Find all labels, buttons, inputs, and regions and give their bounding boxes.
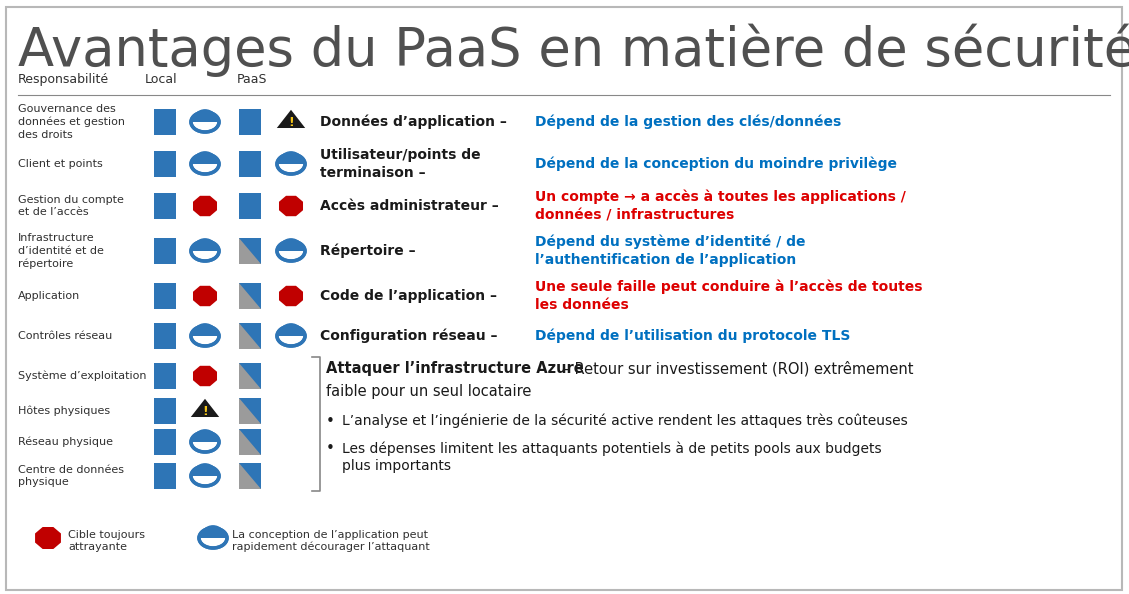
Text: Gouvernance des
données et gestion
des droits: Gouvernance des données et gestion des d… — [18, 104, 125, 140]
FancyBboxPatch shape — [154, 193, 176, 219]
Text: faible pour un seul locataire: faible pour un seul locataire — [326, 384, 532, 399]
Wedge shape — [192, 429, 218, 442]
FancyBboxPatch shape — [239, 109, 261, 135]
Wedge shape — [192, 323, 218, 336]
FancyBboxPatch shape — [154, 398, 176, 424]
Text: Un compte → a accès à toutes les applications /
données / infrastructures: Un compte → a accès à toutes les applica… — [535, 190, 905, 222]
Polygon shape — [239, 463, 261, 489]
Polygon shape — [239, 429, 261, 455]
Text: Code de l’application –: Code de l’application – — [320, 289, 497, 303]
Text: Utilisateur/points de
terminaison –: Utilisateur/points de terminaison – — [320, 148, 481, 180]
Polygon shape — [279, 286, 303, 307]
Text: •: • — [326, 414, 335, 429]
Wedge shape — [192, 238, 218, 251]
Ellipse shape — [191, 112, 219, 132]
FancyBboxPatch shape — [154, 283, 176, 309]
Polygon shape — [239, 283, 261, 309]
Ellipse shape — [191, 326, 219, 346]
Text: !: ! — [288, 116, 294, 129]
Ellipse shape — [277, 241, 305, 261]
Text: Dépend du système d’identité / de
l’authentification de l’application: Dépend du système d’identité / de l’auth… — [535, 235, 805, 267]
FancyBboxPatch shape — [239, 398, 261, 424]
FancyBboxPatch shape — [239, 151, 261, 177]
Text: Centre de données
physique: Centre de données physique — [18, 465, 124, 488]
FancyBboxPatch shape — [239, 463, 261, 489]
FancyBboxPatch shape — [154, 463, 176, 489]
Text: Local: Local — [145, 73, 177, 86]
Text: Dépend de la gestion des clés/données: Dépend de la gestion des clés/données — [535, 115, 841, 129]
Text: Hôtes physiques: Hôtes physiques — [18, 406, 111, 416]
Text: Données d’application –: Données d’application – — [320, 115, 507, 129]
Polygon shape — [277, 110, 305, 128]
Text: •: • — [326, 441, 335, 456]
Ellipse shape — [191, 432, 219, 452]
Polygon shape — [193, 196, 217, 216]
Ellipse shape — [191, 466, 219, 486]
Text: Application: Application — [18, 291, 80, 301]
Text: Dépend de l’utilisation du protocole TLS: Dépend de l’utilisation du protocole TLS — [535, 328, 850, 343]
FancyBboxPatch shape — [239, 238, 261, 264]
Polygon shape — [239, 363, 261, 389]
Ellipse shape — [199, 528, 227, 548]
Text: Répertoire –: Répertoire – — [320, 244, 415, 258]
Text: Responsabilité: Responsabilité — [18, 73, 110, 86]
FancyBboxPatch shape — [154, 151, 176, 177]
Wedge shape — [192, 151, 218, 164]
Text: Client et points: Client et points — [18, 159, 103, 169]
Polygon shape — [239, 398, 261, 424]
Wedge shape — [200, 525, 226, 538]
Ellipse shape — [277, 326, 305, 346]
Text: Cible toujours
attrayante: Cible toujours attrayante — [68, 530, 145, 552]
Wedge shape — [278, 238, 304, 251]
FancyBboxPatch shape — [239, 283, 261, 309]
Text: Gestion du compte
et de l’accès: Gestion du compte et de l’accès — [18, 195, 124, 217]
Text: Contrôles réseau: Contrôles réseau — [18, 331, 112, 341]
Text: Infrastructure
d’identité et de
répertoire: Infrastructure d’identité et de répertoi… — [18, 233, 104, 269]
Ellipse shape — [277, 154, 305, 174]
Polygon shape — [239, 238, 261, 264]
Wedge shape — [278, 151, 304, 164]
FancyBboxPatch shape — [154, 429, 176, 455]
Text: Accès administrateur –: Accès administrateur – — [320, 199, 499, 213]
FancyBboxPatch shape — [239, 363, 261, 389]
Text: La conception de l’application peut
rapidement décourager l’attaquant: La conception de l’application peut rapi… — [231, 530, 430, 552]
Ellipse shape — [191, 241, 219, 261]
Wedge shape — [278, 323, 304, 336]
Text: Une seule faille peut conduire à l’accès de toutes
les données: Une seule faille peut conduire à l’accès… — [535, 280, 922, 312]
Text: Réseau physique: Réseau physique — [18, 437, 113, 447]
Polygon shape — [239, 323, 261, 349]
FancyBboxPatch shape — [239, 193, 261, 219]
Text: !: ! — [202, 405, 208, 418]
FancyBboxPatch shape — [154, 323, 176, 349]
FancyBboxPatch shape — [239, 323, 261, 349]
Polygon shape — [193, 366, 217, 386]
Text: Dépend de la conception du moindre privilège: Dépend de la conception du moindre privi… — [535, 157, 898, 171]
Polygon shape — [191, 399, 219, 417]
Wedge shape — [192, 463, 218, 476]
Text: L’analyse et l’ingénierie de la sécurité active rendent les attaques très coûteu: L’analyse et l’ingénierie de la sécurité… — [342, 414, 908, 428]
Text: – Retour sur investissement (ROI) extrêmement: – Retour sur investissement (ROI) extrêm… — [558, 361, 913, 377]
FancyBboxPatch shape — [154, 363, 176, 389]
FancyBboxPatch shape — [154, 238, 176, 264]
Polygon shape — [279, 196, 303, 216]
Polygon shape — [193, 286, 217, 307]
Text: Configuration réseau –: Configuration réseau – — [320, 328, 498, 343]
Text: PaaS: PaaS — [237, 73, 268, 86]
Text: Système d’exploitation: Système d’exploitation — [18, 371, 147, 381]
Text: Attaquer l’infrastructure Azure: Attaquer l’infrastructure Azure — [326, 361, 584, 376]
Polygon shape — [35, 527, 61, 549]
Ellipse shape — [191, 154, 219, 174]
FancyBboxPatch shape — [239, 429, 261, 455]
Text: Avantages du PaaS en matière de sécurité: Avantages du PaaS en matière de sécurité — [18, 24, 1129, 77]
Text: Les dépenses limitent les attaquants potentiels à de petits pools aux budgets
pl: Les dépenses limitent les attaquants pot… — [342, 441, 882, 473]
Wedge shape — [192, 109, 218, 122]
FancyBboxPatch shape — [154, 109, 176, 135]
